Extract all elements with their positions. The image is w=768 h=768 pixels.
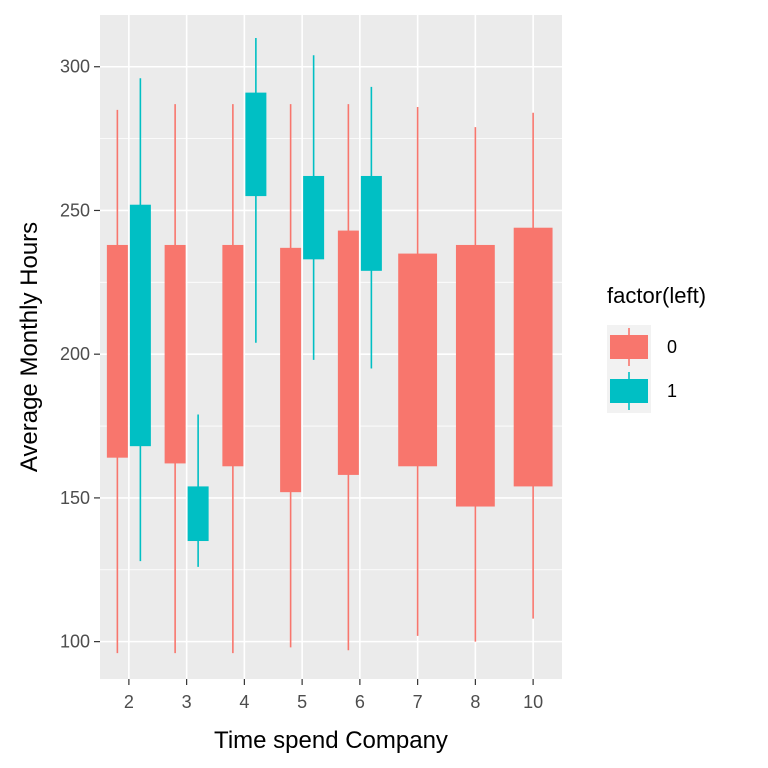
box-body: [455, 244, 495, 507]
box-body: [106, 244, 128, 458]
box-body: [513, 227, 553, 487]
x-tick-label: 5: [297, 692, 307, 712]
box-body: [129, 204, 151, 447]
x-axis: 2 3 4 5 6 7 8 10: [124, 679, 543, 712]
y-axis: 100 150 200 250 300: [60, 57, 100, 652]
x-tick-label: 4: [239, 692, 249, 712]
box-body: [187, 486, 209, 542]
x-tick-label: 3: [182, 692, 192, 712]
legend: factor(left) 0 1: [607, 283, 706, 413]
box-series: [106, 37, 553, 654]
x-axis-title: Time spend Company: [214, 727, 448, 754]
y-axis-title: Average Monthly Hours: [16, 222, 43, 472]
x-tick-label: 7: [413, 692, 423, 712]
legend-key-box: [610, 335, 648, 359]
box-body: [360, 175, 382, 271]
box-body: [245, 92, 267, 197]
box-body: [303, 175, 325, 260]
y-tick-label: 300: [60, 57, 90, 77]
box-body: [398, 253, 438, 467]
legend-label: 1: [667, 381, 677, 401]
box-body: [280, 247, 302, 493]
y-tick-label: 200: [60, 344, 90, 364]
legend-key-box: [610, 379, 648, 403]
legend-title: factor(left): [607, 283, 706, 308]
box-body: [337, 230, 359, 475]
legend-label: 0: [667, 337, 677, 357]
x-tick-label: 8: [470, 692, 480, 712]
y-tick-label: 150: [60, 488, 90, 508]
x-tick-label: 6: [355, 692, 365, 712]
y-tick-label: 100: [60, 632, 90, 652]
box-body: [222, 244, 244, 467]
y-tick-label: 250: [60, 200, 90, 220]
x-tick-label: 2: [124, 692, 134, 712]
x-tick-label: 10: [523, 692, 543, 712]
box-body: [164, 244, 186, 464]
